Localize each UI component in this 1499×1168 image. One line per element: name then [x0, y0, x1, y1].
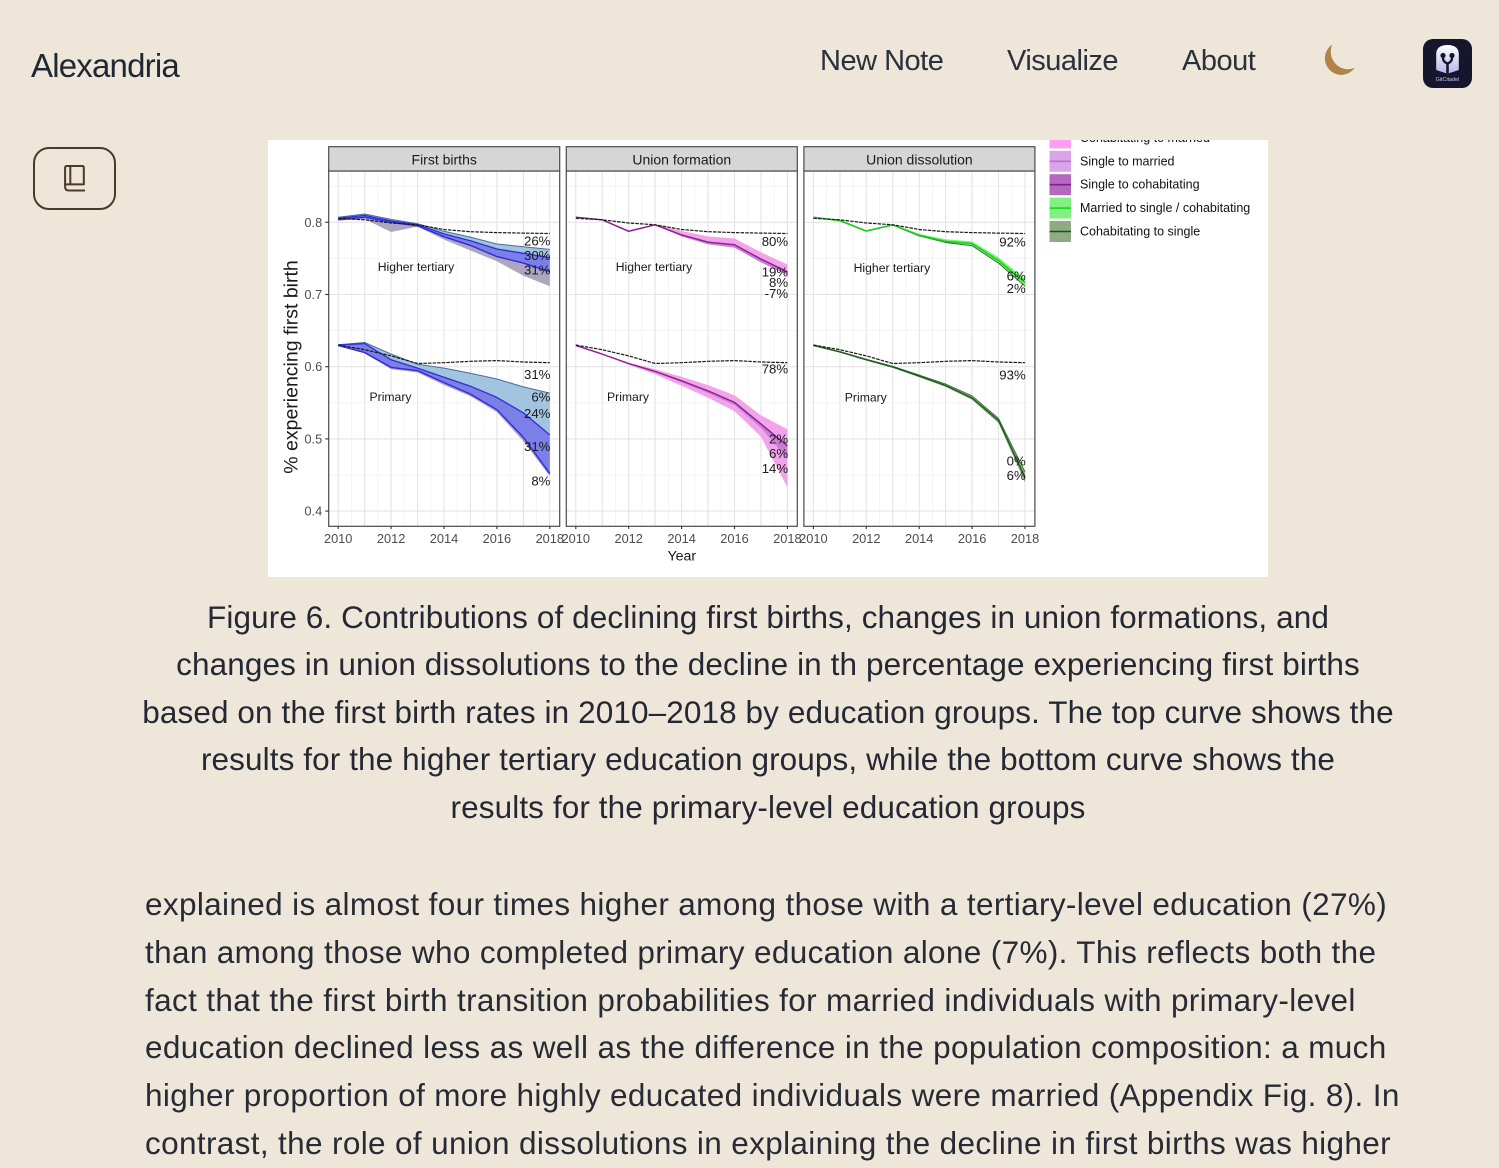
svg-text:Higher tertiary: Higher tertiary: [616, 260, 693, 274]
svg-text:2018: 2018: [1011, 531, 1039, 546]
svg-text:30%: 30%: [524, 248, 551, 263]
svg-text:0%: 0%: [1007, 453, 1026, 468]
svg-text:Union dissolution: Union dissolution: [866, 151, 973, 167]
svg-text:2%: 2%: [769, 432, 788, 447]
svg-text:2012: 2012: [377, 531, 405, 546]
svg-text:80%: 80%: [762, 234, 789, 249]
svg-text:6%: 6%: [531, 390, 550, 405]
svg-text:GitCitadel: GitCitadel: [1436, 77, 1460, 83]
svg-text:Single to married: Single to married: [1080, 154, 1175, 168]
svg-text:6%: 6%: [769, 446, 788, 461]
svg-text:2016: 2016: [483, 531, 511, 546]
svg-text:First births: First births: [412, 151, 477, 167]
svg-text:2016: 2016: [958, 531, 986, 546]
svg-text:92%: 92%: [999, 235, 1026, 250]
svg-text:6%: 6%: [1007, 269, 1026, 284]
svg-text:24%: 24%: [524, 406, 551, 421]
svg-text:Cohabitating to married: Cohabitating to married: [1080, 140, 1210, 145]
svg-text:Primary: Primary: [370, 390, 413, 404]
svg-text:Cohabitating to single: Cohabitating to single: [1080, 225, 1200, 239]
svg-text:0.6: 0.6: [304, 359, 322, 374]
svg-text:0.5: 0.5: [304, 431, 322, 446]
svg-text:19%: 19%: [762, 265, 789, 280]
svg-text:Union formation: Union formation: [632, 151, 731, 167]
svg-text:93%: 93%: [999, 368, 1026, 383]
svg-text:31%: 31%: [524, 263, 551, 278]
svg-text:2018: 2018: [536, 531, 564, 546]
svg-text:2012: 2012: [614, 531, 642, 546]
svg-text:2014: 2014: [430, 531, 458, 546]
svg-text:Higher tertiary: Higher tertiary: [378, 260, 455, 274]
svg-text:2010: 2010: [799, 531, 827, 546]
svg-text:6%: 6%: [1007, 468, 1026, 483]
svg-text:31%: 31%: [524, 367, 551, 382]
svg-text:% experiencing first birth: % experiencing first birth: [281, 260, 303, 474]
svg-text:2014: 2014: [667, 531, 695, 546]
svg-text:0.4: 0.4: [304, 504, 322, 519]
svg-text:31%: 31%: [524, 439, 551, 454]
svg-text:2010: 2010: [562, 531, 590, 546]
svg-text:2014: 2014: [905, 531, 933, 546]
svg-text:8%: 8%: [769, 275, 788, 290]
svg-text:0.8: 0.8: [304, 215, 322, 230]
svg-text:26%: 26%: [524, 234, 551, 249]
svg-text:14%: 14%: [762, 461, 789, 476]
svg-text:Primary: Primary: [607, 390, 650, 404]
svg-text:2%: 2%: [1007, 281, 1026, 296]
svg-text:2010: 2010: [324, 531, 352, 546]
svg-text:Year: Year: [667, 549, 696, 565]
svg-text:2018: 2018: [773, 531, 801, 546]
svg-text:Primary: Primary: [845, 391, 888, 405]
svg-text:0.7: 0.7: [304, 287, 322, 302]
svg-text:Higher tertiary: Higher tertiary: [854, 261, 931, 275]
svg-text:-7%: -7%: [765, 286, 789, 301]
svg-text:2012: 2012: [852, 531, 880, 546]
svg-text:78%: 78%: [762, 362, 789, 377]
svg-text:Married to single / cohabitati: Married to single / cohabitating: [1080, 201, 1250, 215]
svg-text:2016: 2016: [720, 531, 748, 546]
svg-text:Single to cohabitating: Single to cohabitating: [1080, 178, 1200, 192]
svg-text:8%: 8%: [531, 474, 550, 489]
